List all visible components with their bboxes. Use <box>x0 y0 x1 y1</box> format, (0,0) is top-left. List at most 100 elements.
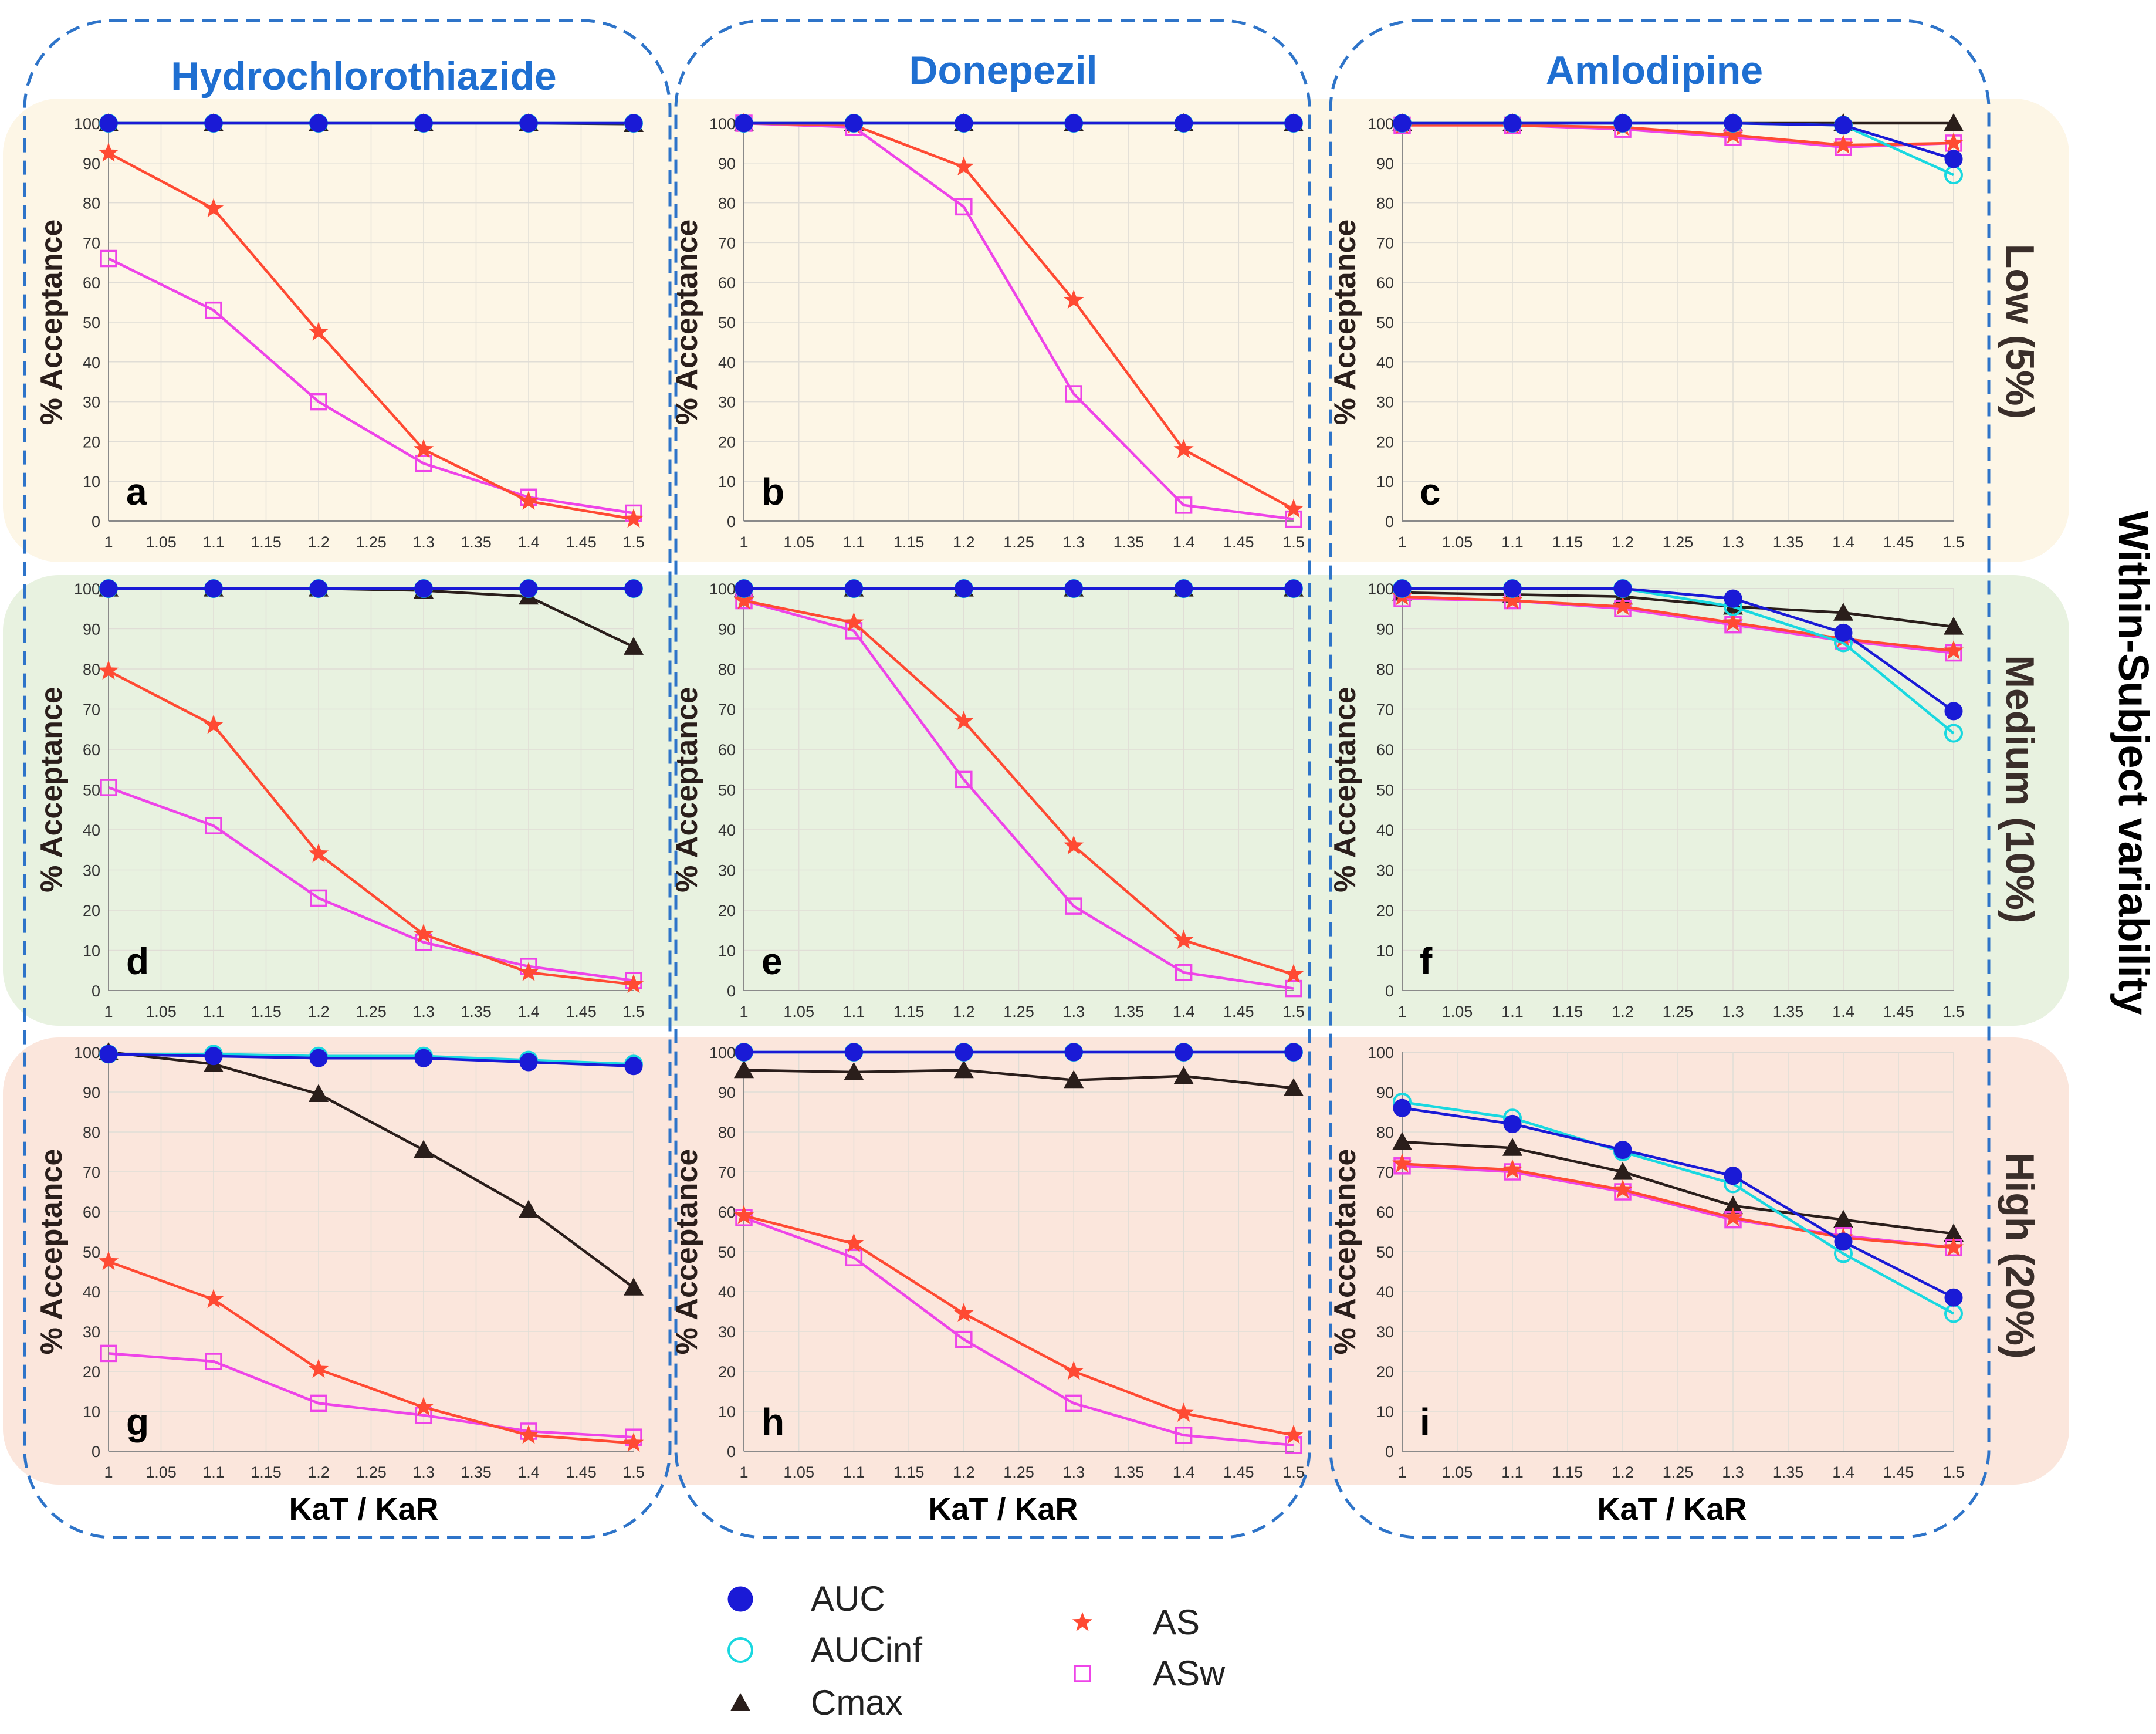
x-tick-label: 1.5 <box>1282 1003 1305 1020</box>
data-point-AUC <box>955 114 973 133</box>
panel-letter-d: d <box>126 940 149 982</box>
x-tick-label: 1.45 <box>1883 533 1914 551</box>
x-tick-label: 1.45 <box>1883 1003 1914 1020</box>
data-point-AUC <box>1724 589 1742 608</box>
row-label-low: Low (5%) <box>1998 244 2042 419</box>
data-point-ASw <box>1065 1394 1082 1412</box>
data-point-AUC <box>1284 114 1303 133</box>
panel-letter-g: g <box>126 1401 149 1443</box>
series-AUC-i <box>1393 1098 1963 1307</box>
series-AUC-e <box>735 579 1303 598</box>
data-point-AUC <box>204 1047 223 1066</box>
x-tick-label: 1 <box>104 533 113 551</box>
y-tick-label: 40 <box>83 822 100 839</box>
y-tick-label: 70 <box>83 234 100 252</box>
data-point-AUC <box>1393 1098 1412 1117</box>
x-tick-label: 1.4 <box>1832 1463 1854 1481</box>
series-AS-e <box>733 590 1304 983</box>
x-tick-label: 1.15 <box>1552 533 1583 551</box>
x-tick-label: 1.15 <box>1552 1463 1583 1481</box>
y-tick-label: 100 <box>709 1044 736 1062</box>
y-tick-label: 90 <box>1376 155 1394 173</box>
y-tick-label: 0 <box>92 513 100 530</box>
data-point-AUC <box>1284 579 1303 598</box>
data-point-AUC <box>1944 150 1963 168</box>
series-line-AS <box>1402 124 1954 147</box>
series-line-ASw <box>743 121 1294 520</box>
data-point-AS <box>1943 640 1964 660</box>
data-point-AS <box>1173 1402 1194 1422</box>
data-point-AUC <box>1284 1043 1303 1062</box>
y-tick-label: 60 <box>83 274 100 292</box>
y-tick-label: 50 <box>1376 1243 1394 1261</box>
legend-item-AS: AS <box>1072 1603 1200 1642</box>
panel-letter-e: e <box>761 940 783 982</box>
data-point-Cmax <box>1833 603 1853 621</box>
y-tick-label: 90 <box>83 1084 100 1101</box>
data-point-AS <box>623 1432 644 1452</box>
x-tick-label: 1.35 <box>1773 1463 1804 1481</box>
row-background-2 <box>3 1037 2069 1485</box>
x-tick-label: 1.5 <box>622 533 645 551</box>
x-tick-label: 1.05 <box>145 1463 177 1481</box>
y-tick-label: 90 <box>1376 621 1394 638</box>
data-point-AUC <box>1175 579 1193 598</box>
x-tick-label: 1.05 <box>145 533 177 551</box>
legend-marker-AUC <box>727 1586 753 1612</box>
legend-item-AUCinf: AUCinf <box>727 1630 922 1669</box>
series-line-AUC <box>1402 121 1954 161</box>
y-tick-label: 90 <box>83 621 100 638</box>
x-tick-label: 1.15 <box>1552 1003 1583 1020</box>
legend-item-ASw: ASw <box>1074 1654 1226 1693</box>
y-tick-label: 90 <box>718 1084 736 1101</box>
y-tick-label: 60 <box>1376 1204 1394 1221</box>
y-tick-label: 10 <box>83 1403 100 1421</box>
data-point-Cmax <box>309 1084 329 1102</box>
legend-label-ASw: ASw <box>1153 1654 1226 1693</box>
y-tick-label: 100 <box>74 580 100 598</box>
data-point-AS <box>1502 1159 1523 1179</box>
y-tick-label: 0 <box>1385 513 1394 530</box>
data-point-AS <box>1612 596 1633 616</box>
x-tick-label: 1.45 <box>566 1463 597 1481</box>
data-point-AUC <box>735 1043 753 1062</box>
data-point-AS <box>1722 1207 1744 1226</box>
data-point-AUC <box>519 114 538 133</box>
series-AS-d <box>98 660 644 993</box>
data-point-ASw <box>955 1330 973 1348</box>
x-tick-label: 1.25 <box>1003 1463 1034 1481</box>
data-point-AS <box>1612 1179 1633 1199</box>
y-tick-label: 100 <box>74 1044 100 1062</box>
data-point-AUC <box>519 1053 538 1072</box>
series-Cmax-i <box>1392 1132 1964 1242</box>
x-tick-label: 1.4 <box>1173 1003 1195 1020</box>
y-axis-label-b: % Acceptance <box>670 219 704 425</box>
data-point-ASw <box>100 779 117 796</box>
data-point-AS <box>623 974 644 993</box>
data-point-ASw <box>955 770 973 789</box>
y-tick-label: 10 <box>83 473 100 491</box>
series-AUC-h <box>735 1043 1303 1062</box>
y-tick-label: 30 <box>83 862 100 880</box>
y-tick-label: 0 <box>727 982 736 1000</box>
x-tick-label: 1.1 <box>202 1463 225 1481</box>
x-tick-label: 1 <box>104 1003 113 1020</box>
series-line-AS <box>107 670 634 986</box>
x-tick-label: 1.45 <box>566 533 597 551</box>
series-line-ASw <box>108 786 634 982</box>
x-tick-label: 1.05 <box>783 533 814 551</box>
data-point-ASw <box>845 1249 863 1266</box>
series-AS-h <box>733 1205 1304 1444</box>
data-point-AS <box>1173 439 1194 458</box>
data-point-AS <box>1064 1361 1084 1380</box>
data-point-Cmax <box>1502 1138 1522 1156</box>
column-frame-0 <box>23 19 672 1539</box>
data-point-ASw <box>205 817 222 834</box>
x-tick-label: 1.2 <box>307 1003 330 1020</box>
data-point-AS <box>1502 590 1523 610</box>
data-point-AUC <box>1503 114 1522 133</box>
y-tick-label: 90 <box>718 155 736 173</box>
data-point-AUCinf <box>1944 724 1963 743</box>
y-tick-label: 20 <box>1376 1363 1394 1381</box>
x-tick-label: 1.2 <box>1612 533 1634 551</box>
